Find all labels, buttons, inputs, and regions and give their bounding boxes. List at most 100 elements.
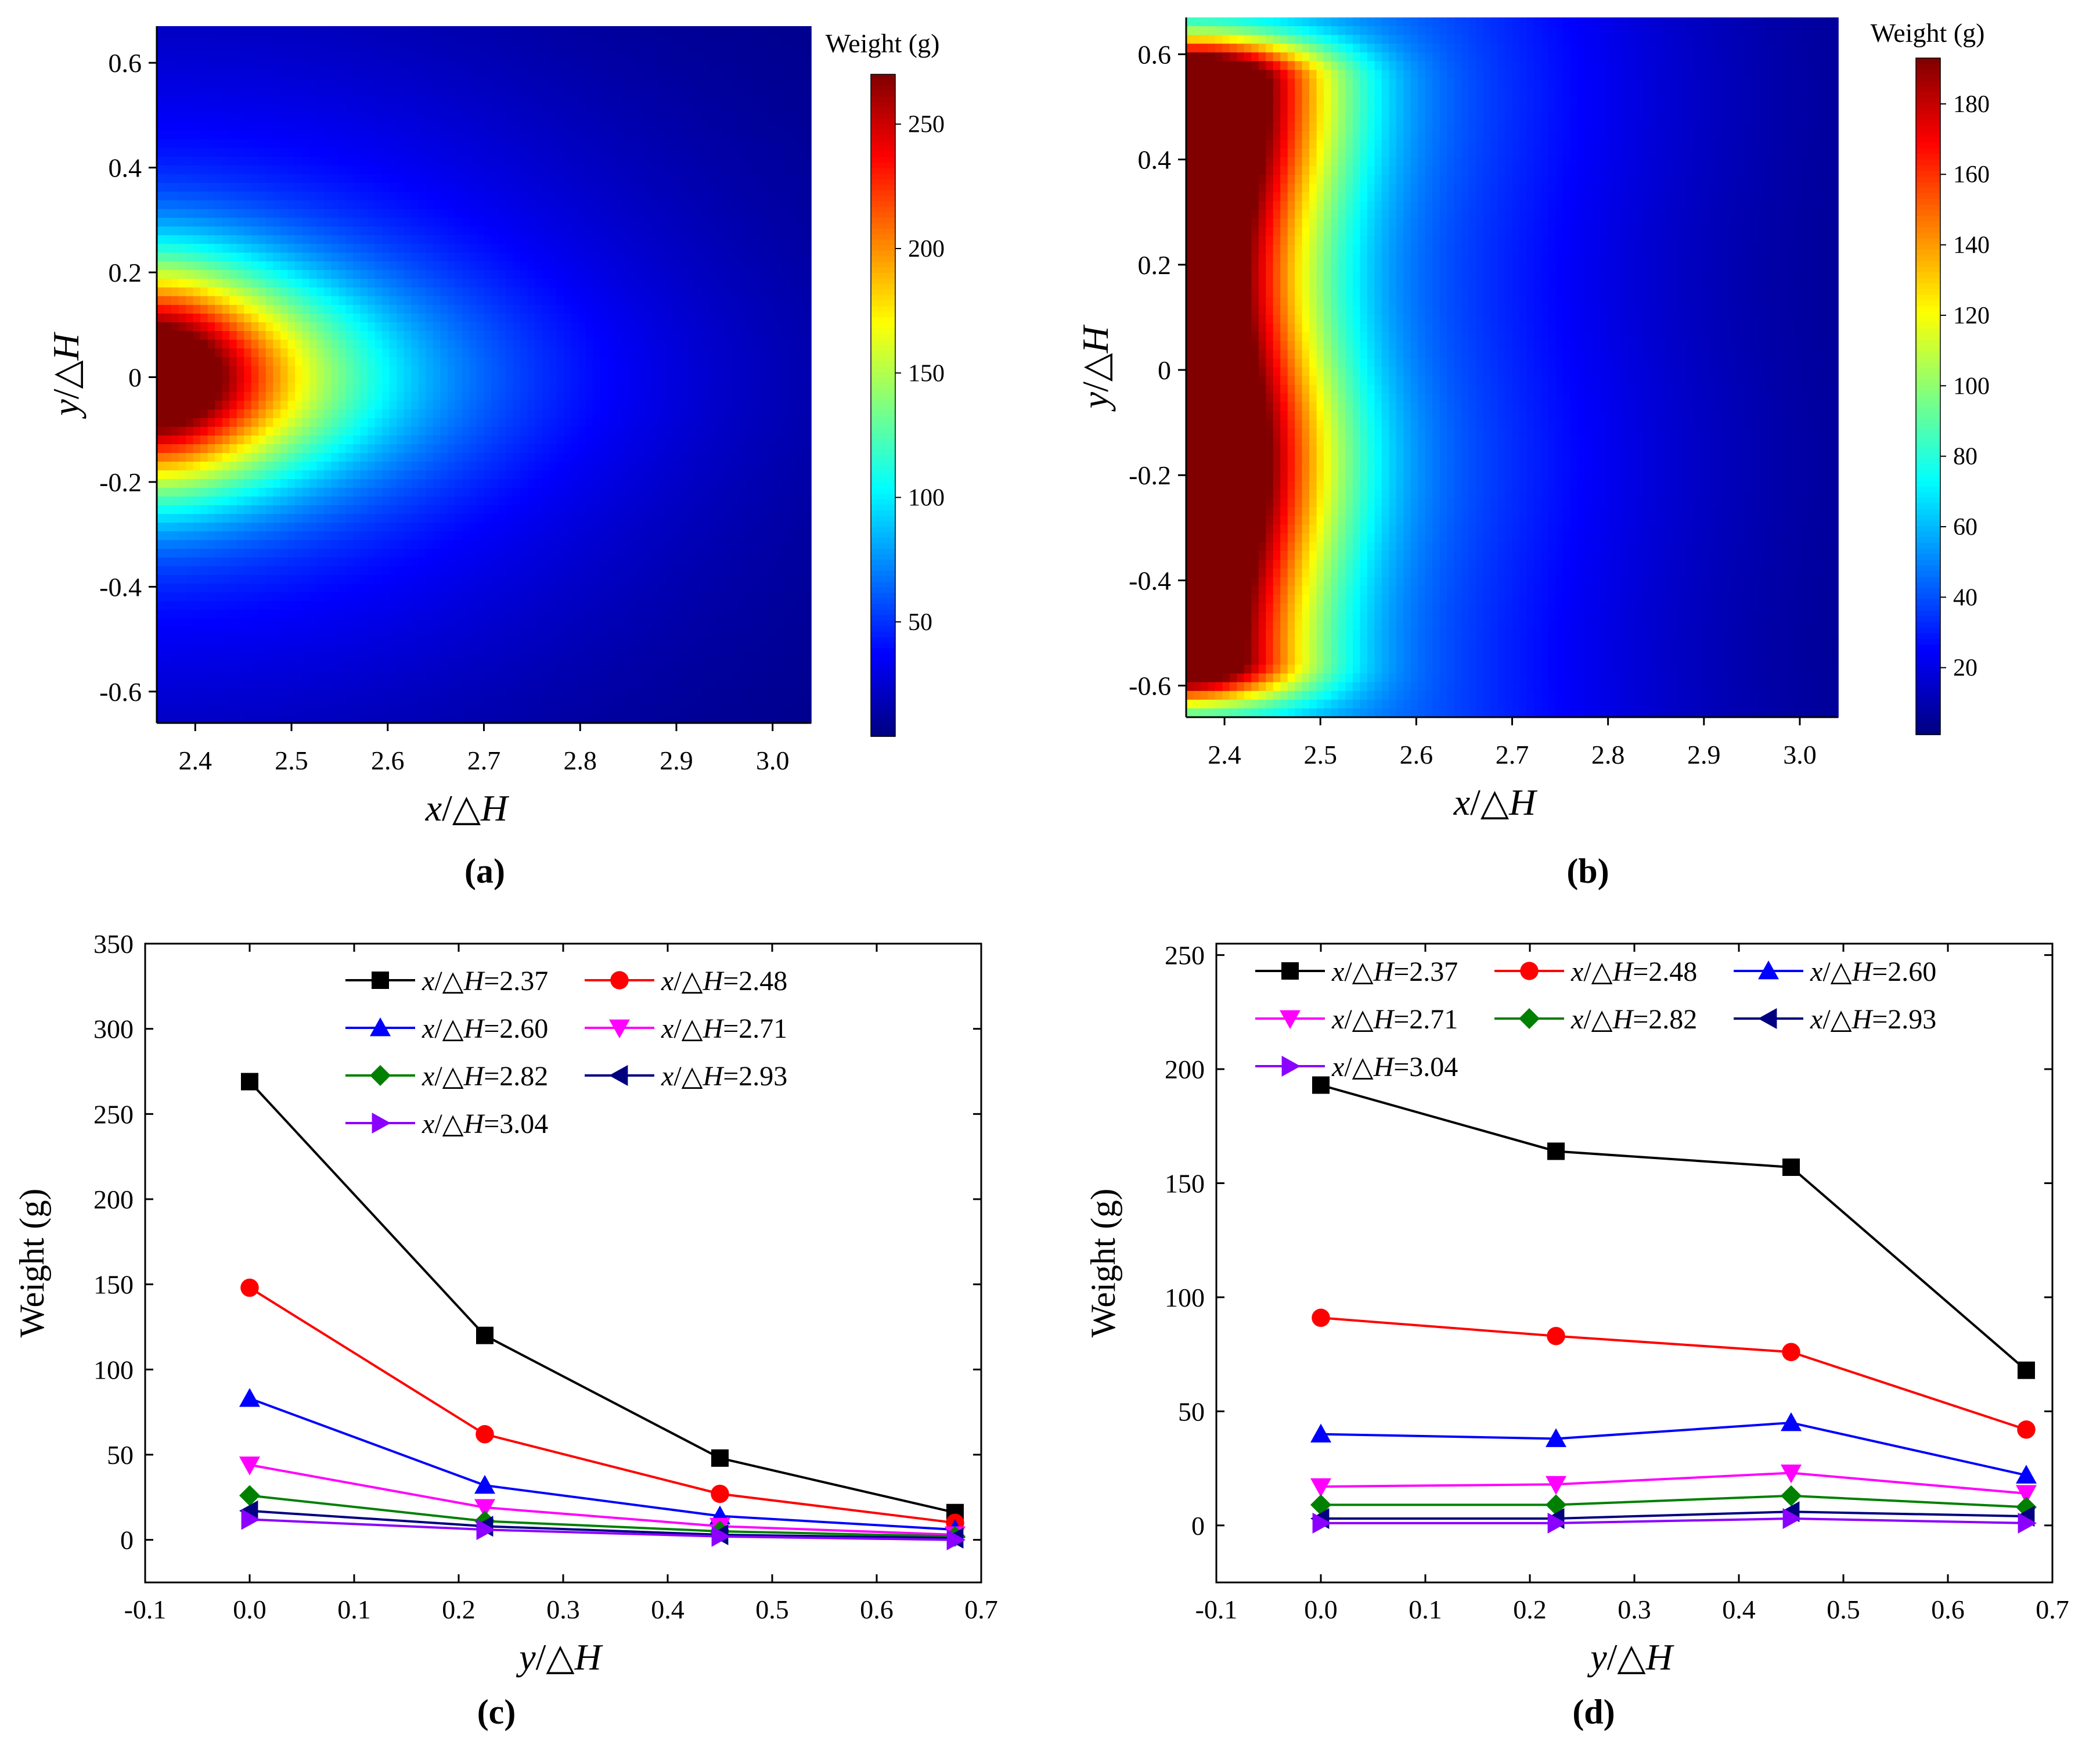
heatmap-cell (331, 636, 339, 645)
heatmap-cell (309, 305, 318, 314)
heatmap-cell (186, 139, 194, 149)
heatmap-cell (571, 488, 579, 497)
heatmap-cell (498, 444, 506, 454)
heatmap-cell (258, 305, 266, 314)
heatmap-cell (382, 87, 390, 96)
heatmap-cell (251, 636, 260, 645)
heatmap-cell (294, 436, 303, 445)
heatmap-cell (418, 401, 427, 410)
heatmap-cell (440, 375, 448, 384)
heatmap-cell (294, 662, 303, 671)
heatmap-cell (426, 113, 434, 123)
heatmap-cell (280, 96, 289, 105)
heatmap-cell (280, 540, 289, 549)
heatmap-cell (360, 383, 368, 393)
heatmap-cell (476, 357, 485, 366)
heatmap-cell (193, 113, 201, 123)
heatmap-cell (607, 218, 615, 227)
heatmap-cell (411, 488, 419, 497)
heatmap-cell (535, 226, 543, 236)
heatmap-cell (229, 357, 237, 366)
heatmap-cell (549, 200, 557, 210)
heatmap-cell (404, 514, 412, 523)
heatmap-cell (331, 479, 339, 488)
heatmap-cell (404, 209, 412, 218)
heatmap-cell (418, 671, 427, 680)
heatmap-cell (411, 226, 419, 236)
heatmap-cell (447, 636, 456, 645)
heatmap-cell (236, 35, 245, 44)
heatmap-cell (578, 157, 586, 166)
heatmap-cell (164, 497, 172, 506)
heatmap-cell (389, 557, 398, 567)
heatmap-cell (309, 253, 318, 262)
heatmap-cell (193, 409, 201, 419)
heatmap-cell (476, 688, 485, 697)
heatmap-cell (564, 627, 572, 636)
heatmap-cell (578, 192, 586, 201)
heatmap-cell (411, 287, 419, 297)
heatmap-cell (411, 35, 419, 44)
heatmap-cell (265, 174, 274, 184)
heatmap-cell (397, 279, 405, 288)
heatmap-cell (186, 87, 194, 96)
heatmap-cell (535, 340, 543, 349)
heatmap-cell (331, 653, 339, 663)
heatmap-cell (506, 35, 514, 44)
heatmap-cell (440, 566, 448, 575)
heatmap-cell (229, 688, 237, 697)
heatmap-cell (186, 340, 194, 349)
heatmap-cell (309, 601, 318, 610)
heatmap-cell (404, 645, 412, 654)
heatmap-cell (418, 157, 427, 166)
heatmap-cell (462, 610, 470, 619)
heatmap-cell (331, 105, 339, 114)
heatmap-cell (404, 70, 412, 79)
heatmap-cell (258, 375, 266, 384)
heatmap-cell (506, 122, 514, 131)
heatmap-cell (222, 627, 230, 636)
heatmap-cell (549, 627, 557, 636)
heatmap-cell (607, 322, 615, 332)
heatmap-cell (447, 497, 456, 506)
heatmap-cell (287, 645, 296, 654)
heatmap-cell (585, 348, 594, 358)
heatmap-cell (404, 662, 412, 671)
heatmap-cell (258, 366, 266, 375)
heatmap-cell (578, 61, 586, 70)
heatmap-cell (498, 409, 506, 419)
heatmap-cell (236, 444, 245, 454)
heatmap-cell (607, 139, 615, 149)
heatmap-cell (200, 331, 208, 340)
heatmap-cell (564, 470, 572, 480)
heatmap-cell (397, 557, 405, 567)
heatmap-cell (157, 270, 165, 279)
heatmap-cell (215, 305, 223, 314)
heatmap-cell (193, 653, 201, 663)
heatmap-cell (273, 96, 281, 105)
heatmap-cell (426, 540, 434, 549)
heatmap-cell (178, 87, 186, 96)
heatmap-cell (178, 401, 186, 410)
heatmap-cell (265, 375, 274, 384)
heatmap-cell (593, 70, 601, 79)
heatmap-cell (556, 209, 565, 218)
heatmap-cell (157, 479, 165, 488)
heatmap-cell (229, 244, 237, 253)
heatmap-cell (222, 557, 230, 567)
heatmap-cell (491, 409, 499, 419)
heatmap-cell (469, 714, 477, 724)
heatmap-cell (229, 279, 237, 288)
heatmap-cell (469, 383, 477, 393)
heatmap-cell (215, 218, 223, 227)
heatmap-cell (462, 697, 470, 706)
heatmap-cell (447, 226, 456, 236)
heatmap-cell (433, 444, 441, 454)
heatmap-cell (171, 87, 179, 96)
heatmap-cell (215, 174, 223, 184)
heatmap-cell (484, 70, 492, 79)
heatmap-cell (564, 122, 572, 131)
heatmap-cell (164, 331, 172, 340)
heatmap-cell (316, 566, 325, 575)
